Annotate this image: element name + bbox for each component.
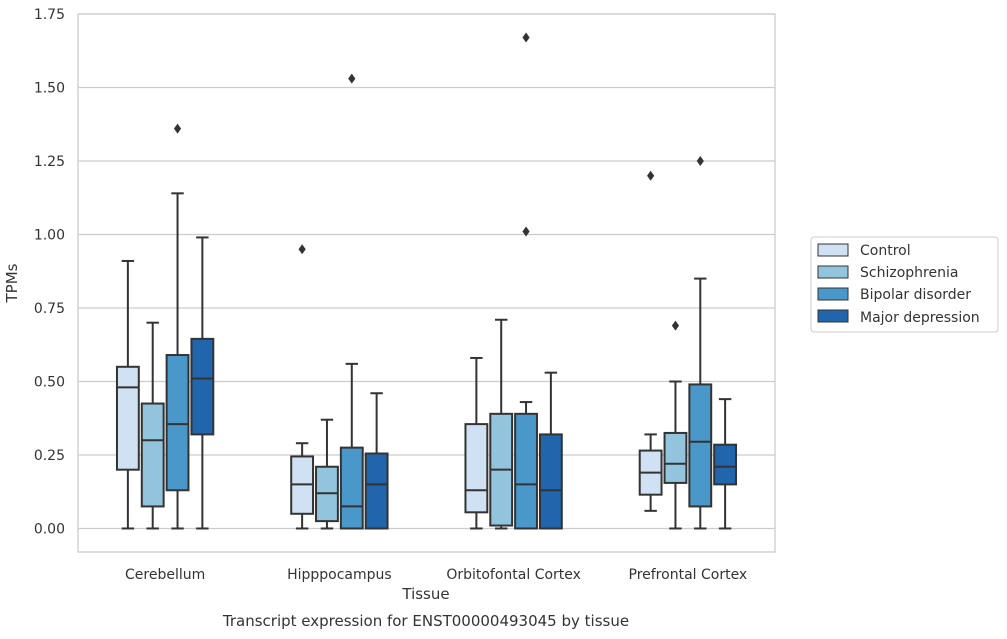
outlier-marker [647, 170, 655, 181]
x-tick-label: Prefrontal Cortex [629, 567, 748, 583]
legend-swatch-control [817, 243, 849, 257]
legend-swatch-major-depression [817, 309, 849, 323]
box-group [514, 32, 538, 530]
legend-swatch-schizophrenia [817, 265, 849, 279]
iqr-box [190, 337, 215, 436]
y-tick-labels: 0.00 0.25 0.50 0.75 1.00 1.25 1.50 1.75 [34, 7, 65, 537]
outlier-marker [298, 244, 306, 255]
legend-label-major-depression: Major depression [860, 310, 980, 326]
y-tick-label: 0.25 [34, 448, 65, 464]
y-tick-label: 1.75 [34, 7, 65, 23]
outlier-marker [348, 73, 356, 84]
x-axis-title: Tissue [401, 585, 449, 603]
y-tick-label: 0.50 [34, 374, 65, 390]
x-tick-label: Orbitofontal Cortex [446, 567, 581, 583]
x-tick-labels: Cerebellum Hipppocampus Orbitofontal Corte… [125, 567, 747, 583]
box-group [115, 259, 140, 530]
iqr-box [165, 354, 190, 492]
y-tick-label: 1.00 [34, 227, 65, 243]
outlier-marker [671, 320, 680, 331]
outlier-marker [522, 32, 530, 43]
iqr-box [663, 431, 688, 484]
iqr-box [538, 433, 563, 530]
x-tick-label: Hipppocampus [287, 567, 392, 583]
box-group [364, 392, 389, 530]
box-group [190, 236, 215, 530]
box-group [688, 155, 713, 530]
iqr-box [464, 423, 489, 514]
box-group [315, 418, 339, 530]
legend-label-control: Control [860, 243, 911, 259]
box-group [638, 170, 663, 512]
y-tick-label: 1.25 [34, 154, 65, 170]
box-group [713, 398, 738, 530]
y-tick-label: 1.50 [34, 80, 65, 96]
iqr-box [713, 443, 738, 486]
legend-swatch-bipolar-disorder [817, 287, 849, 301]
y-tick-label: 0.75 [34, 301, 65, 317]
plot-frame [77, 13, 776, 553]
iqr-box [140, 402, 165, 508]
box-group [489, 318, 514, 530]
chart-caption: Transcript expression for ENST0000049304… [222, 612, 629, 630]
iqr-box [339, 446, 364, 530]
y-axis-title: TPMs [3, 263, 21, 303]
box-group [140, 321, 165, 530]
iqr-box [514, 412, 538, 530]
outlier-marker [173, 123, 182, 134]
x-tick-label: Cerebellum [125, 567, 205, 583]
box-group [165, 123, 190, 530]
legend-frame [810, 236, 999, 333]
box-group [663, 320, 688, 530]
box-group [339, 73, 364, 530]
iqr-box [115, 365, 140, 471]
box-group [290, 244, 315, 530]
box-group [464, 356, 489, 530]
iqr-box [688, 383, 713, 508]
outlier-marker [696, 155, 704, 166]
boxes-layer [115, 32, 738, 530]
y-tick-label: 0.00 [34, 521, 65, 537]
legend-label-schizophrenia: Schizophrenia [860, 265, 958, 281]
iqr-box [364, 452, 389, 530]
legend-label-bipolar-disorder: Bipolar disorder [860, 287, 971, 303]
outlier-marker [522, 226, 530, 237]
legend: Control Schizophrenia Bipolar disorder M… [810, 236, 999, 333]
box-group [538, 371, 563, 530]
